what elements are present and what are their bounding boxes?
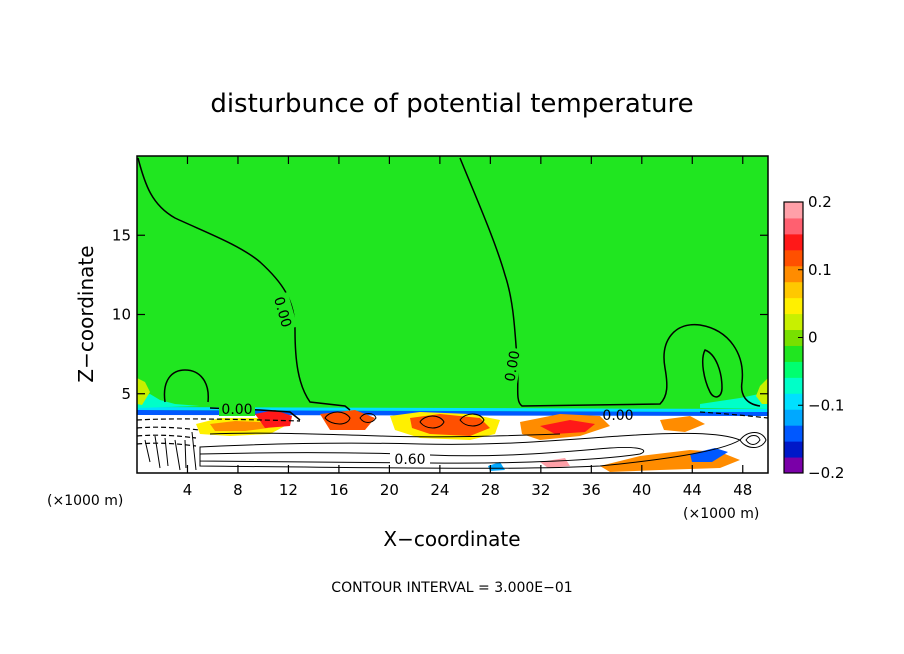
cell-4 — [359, 413, 377, 423]
y-axis-label: Z−coordinate — [74, 245, 98, 382]
anomaly-13 — [660, 416, 705, 432]
x-tick-label: 16 — [329, 481, 348, 499]
x-tick-label: 28 — [481, 481, 500, 499]
colorbar-swatch — [784, 233, 803, 251]
cell-3 — [459, 413, 485, 427]
colorbar-tick-label: −0.2 — [808, 464, 844, 482]
colorbar-swatch — [784, 393, 803, 410]
cell-5 — [739, 432, 767, 448]
contour-positive-3 — [209, 432, 561, 438]
x-tick-label: 36 — [582, 481, 601, 499]
contour-zero-loop — [702, 349, 723, 398]
anomaly-2 — [210, 421, 268, 431]
anomaly-4 — [320, 410, 375, 430]
contour-dashed-3 — [137, 434, 197, 439]
contour-dashed-2 — [137, 426, 201, 431]
cell-1 — [324, 411, 351, 425]
contour-label: 0.00 — [499, 346, 524, 386]
colorbar-tick-label: 0.2 — [808, 193, 832, 211]
y-tick-label: 10 — [112, 306, 131, 324]
cell-2 — [419, 415, 445, 429]
cool-band-cyan-left — [137, 394, 200, 408]
x-tick-label: 12 — [279, 481, 298, 499]
x-unit-left: (×1000 m) — [47, 493, 123, 509]
contour-zero-left — [137, 157, 351, 411]
colorbar-tick-label: −0.1 — [808, 396, 844, 414]
x-tick-label: 48 — [733, 481, 752, 499]
contour-dashed-4 — [137, 442, 197, 447]
colorbar-swatch — [784, 265, 803, 283]
colorbar-swatch — [784, 313, 803, 331]
anomaly-6 — [410, 414, 490, 436]
colorbar-swatch — [784, 441, 803, 458]
x-tick-label: 32 — [531, 481, 550, 499]
colorbar-swatch — [784, 345, 803, 362]
anomaly-3 — [255, 410, 292, 428]
svg-text:0.00: 0.00 — [602, 408, 633, 424]
colorbar-swatch — [784, 202, 803, 219]
colorbar-swatch — [784, 377, 803, 394]
x-tick-label: 8 — [233, 481, 243, 499]
contour-zero-middle — [459, 157, 761, 407]
y-tick-label: 5 — [121, 385, 131, 403]
svg-text:0.60: 0.60 — [394, 452, 425, 468]
colorbar-swatch — [784, 361, 803, 378]
colorbar-swatch — [784, 249, 803, 267]
colorbar-swatch — [784, 217, 803, 235]
contour-zero-bump — [163, 369, 209, 403]
svg-text:0.00: 0.00 — [502, 349, 523, 382]
anomaly-10 — [690, 448, 728, 462]
field-area — [137, 156, 768, 473]
colorbar-swatch — [784, 329, 803, 346]
x-unit-right: (×1000 m) — [683, 506, 759, 522]
x-tick-label: 20 — [380, 481, 399, 499]
y-axis: 5 10 15 — [112, 226, 768, 403]
colorbar-swatch — [784, 281, 803, 299]
contour-dashed-1 — [137, 418, 301, 422]
contour-label: 0.00 — [602, 408, 633, 424]
x-axis: 4 8 12 16 20 24 28 32 36 40 44 48 — [183, 156, 752, 499]
colorbar-swatch — [784, 457, 803, 474]
contour-label: 0.60 — [390, 448, 430, 468]
cell-6 — [745, 435, 761, 445]
warm-edge-left — [137, 378, 150, 405]
left-clutter — [144, 431, 197, 471]
cool-band-cyan-right — [700, 392, 768, 409]
colorbar-tick-label: 0 — [808, 329, 818, 347]
colorbar-swatch — [784, 297, 803, 315]
colorbar-swatch — [784, 425, 803, 442]
chart-title: disturbunce of potential temperature — [210, 89, 693, 119]
cold-band-cyan — [137, 407, 768, 412]
x-tick-label: 44 — [683, 481, 702, 499]
y-tick-label: 15 — [112, 226, 131, 244]
svg-text:0.00: 0.00 — [221, 402, 252, 418]
colorbar-tick-label: 0.1 — [808, 261, 832, 279]
contour-label: 0.00 — [219, 400, 255, 418]
colorbar-swatch — [784, 409, 803, 426]
x-axis-label: X−coordinate — [383, 527, 520, 551]
contour-positive-1 — [199, 432, 742, 469]
warm-edge-right — [756, 378, 768, 404]
contour-positive-2 — [199, 447, 645, 464]
x-tick-label: 4 — [183, 481, 193, 499]
colorbar: 0.2 0.1 0 −0.1 −0.2 — [783, 193, 844, 482]
contour-interval-note: CONTOUR INTERVAL = 3.000E−01 — [331, 580, 572, 596]
x-tick-label: 24 — [430, 481, 449, 499]
anomaly-8 — [540, 420, 595, 434]
x-tick-label: 40 — [632, 481, 651, 499]
